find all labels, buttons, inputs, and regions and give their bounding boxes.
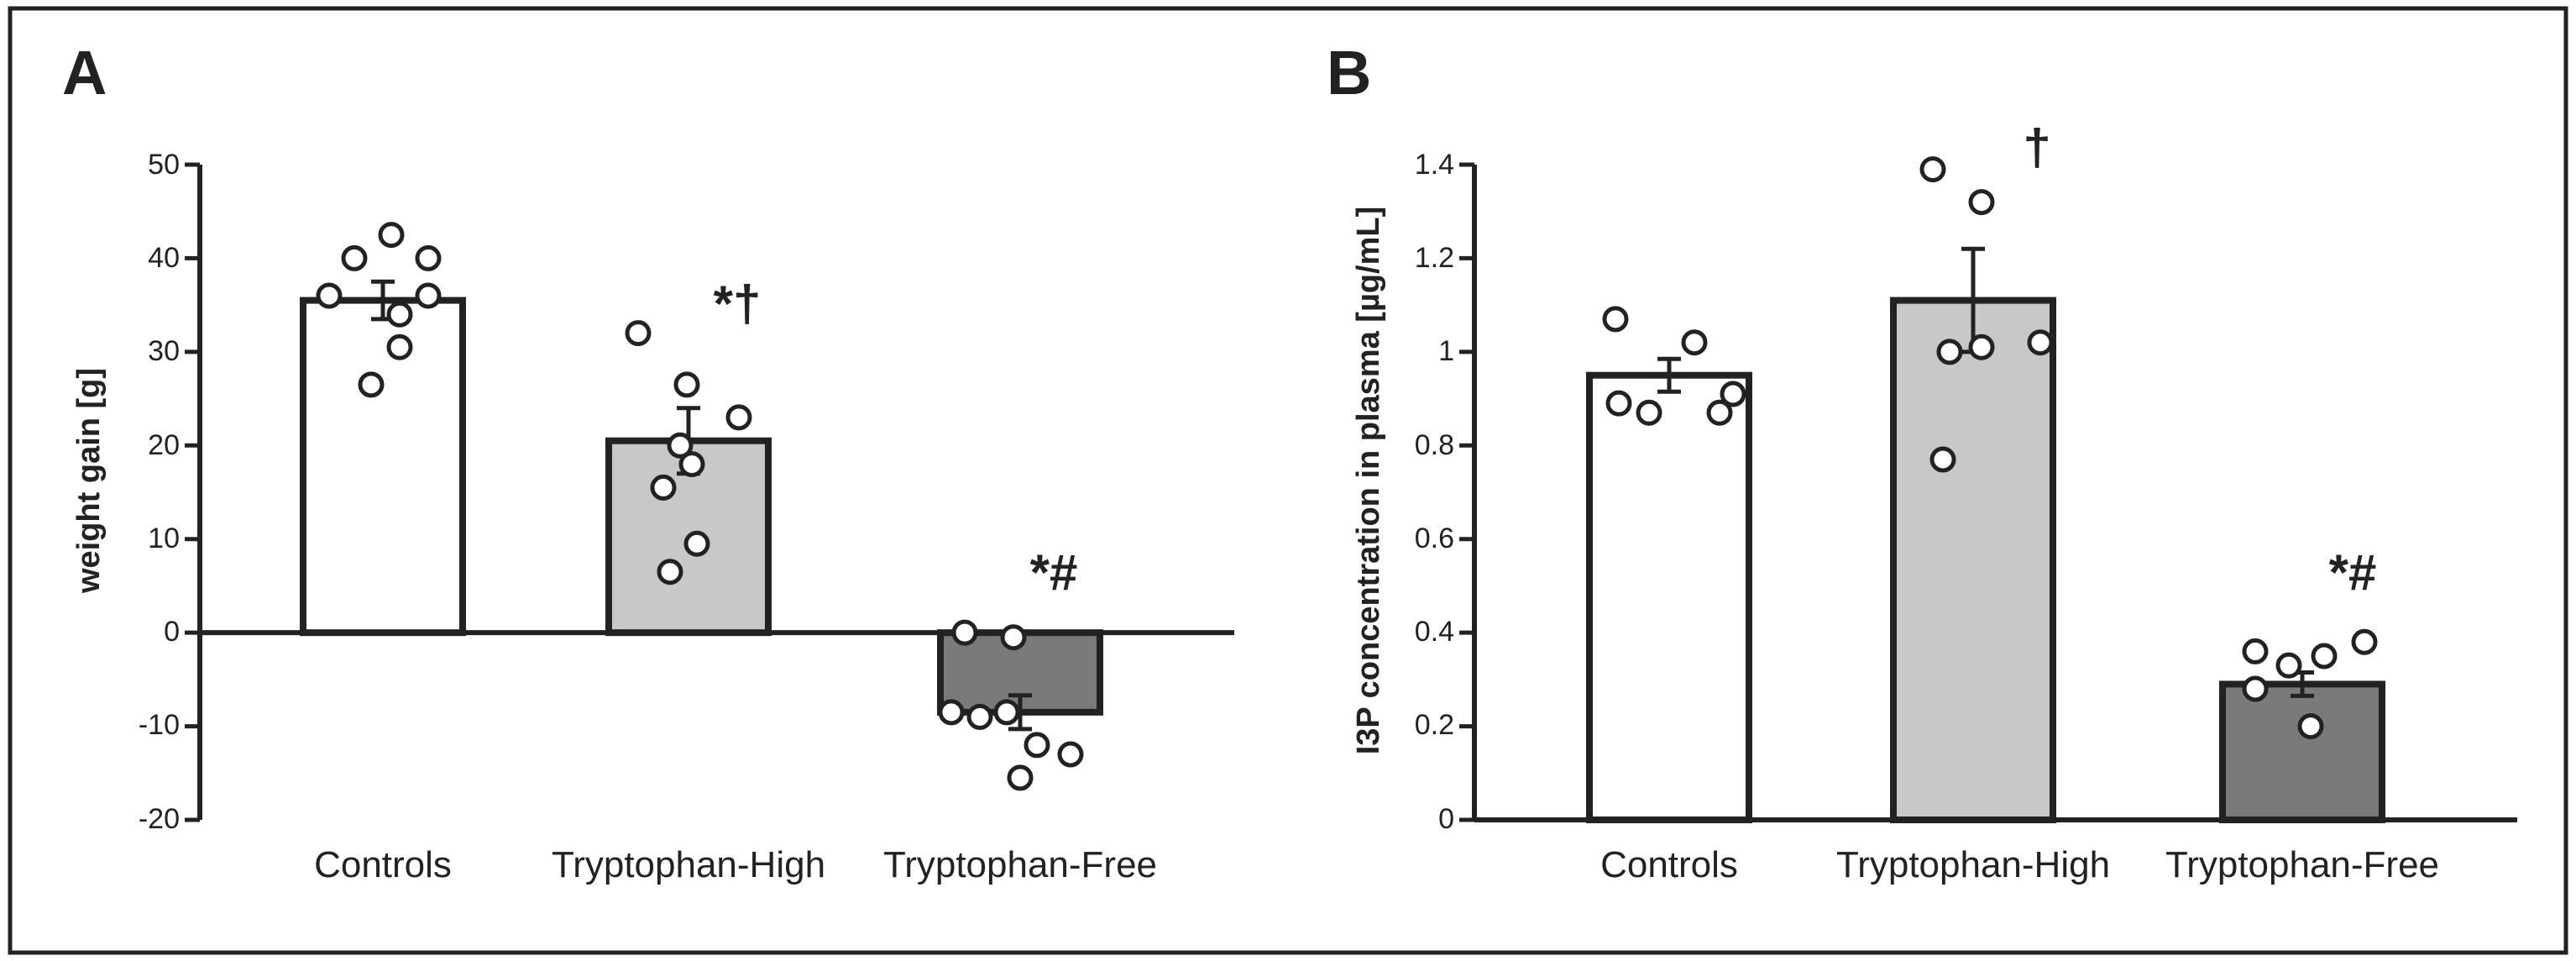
panel-b-ytick-label: 0.2	[1415, 709, 1454, 741]
panel-a-data-point	[683, 530, 710, 557]
panel-a-data-point	[725, 404, 752, 431]
panel-b-data-point	[1636, 399, 1662, 426]
panel-b-data-point	[1929, 446, 1956, 473]
panel-b-data-point	[2351, 628, 2378, 655]
panel-b-bar	[1890, 297, 2056, 824]
panel-a-data-point	[341, 244, 368, 271]
panel-a-ytick-label: -10	[139, 709, 180, 741]
panel-b-category-label: Tryptophan-High	[1836, 844, 2110, 885]
panel-a-significance-label: *#	[1030, 544, 1078, 601]
panel-a-ytick-label: -20	[139, 803, 180, 835]
panel-b: I3P concentration in plasma [µg/mL] 0 0.…	[1351, 119, 2517, 885]
panel-b-ytick-label: 1	[1438, 335, 1454, 367]
panel-b-ytick-label: 1.4	[1415, 149, 1454, 181]
panel-letter-b: B	[1327, 38, 1371, 108]
panel-b-data-point	[1602, 306, 1629, 333]
panel-a-data-point	[386, 333, 413, 360]
panel-b-data-point	[2311, 643, 2338, 670]
panel-b-data-point	[1968, 189, 1995, 216]
panel-b-data-point	[2275, 652, 2302, 679]
panel-a-data-point	[1057, 741, 1084, 768]
panel-a-ytick-label: 20	[148, 429, 180, 461]
panel-b-data-point	[1681, 329, 1708, 356]
panel-a-data-point	[951, 619, 978, 646]
panel-a-ytick-label: 50	[148, 149, 180, 181]
panel-b-data-point	[1968, 333, 1995, 360]
panel-b-data-point	[1605, 390, 1632, 417]
panel-b-data-point	[2242, 675, 2269, 702]
panel-a-data-point	[966, 703, 993, 730]
panel-b-data-point	[2297, 713, 2324, 740]
panel-a-data-point	[1000, 624, 1027, 651]
panel-b-bar	[1586, 371, 1752, 823]
panel-a-ytick-label: 0	[164, 616, 180, 648]
panel-b-bar	[2219, 680, 2385, 824]
panel-a-ytick-label: 30	[148, 335, 180, 367]
panel-a: weight gain [g] -20 -10 0 10 20 30 40 50…	[71, 149, 1234, 885]
panel-a-data-point	[1024, 732, 1050, 759]
panel-a-y-axis-label: weight gain [g]	[71, 368, 107, 594]
panel-a-category-label: Tryptophan-Free	[883, 844, 1157, 885]
panel-b-data-point	[2242, 638, 2269, 664]
panel-b-data-point	[1919, 156, 1946, 183]
panel-b-data-point	[2027, 329, 2054, 356]
panel-a-bar	[300, 297, 466, 637]
panel-b-data-point	[1720, 381, 1746, 407]
panel-a-category-label: Tryptophan-High	[552, 844, 825, 885]
panel-a-ytick-label: 40	[148, 242, 180, 274]
panel-a-data-point	[386, 301, 413, 328]
panel-a-ytick-label: 10	[148, 523, 180, 554]
panel-a-data-point	[993, 699, 1020, 726]
panel-b-significance-label: †	[2023, 119, 2050, 176]
panel-a-data-point	[415, 244, 442, 271]
panel-b-data-point	[1936, 339, 1963, 365]
panel-b-y-ticks: 0 0.2 0.4 0.6 0.8 1 1.2 1.4	[1415, 149, 1454, 835]
panel-a-data-point	[938, 699, 965, 726]
panel-a-data-point	[657, 559, 683, 586]
panel-b-significance-label: *#	[2329, 544, 2377, 601]
panel-a-significance-label: *†	[714, 276, 762, 332]
panel-b-category-label: Controls	[1600, 844, 1738, 885]
panel-a-data-point	[358, 371, 385, 398]
panel-b-ytick-label: 0.8	[1415, 429, 1454, 461]
panel-a-data-point	[1007, 764, 1034, 791]
panel-b-ytick-label: 1.2	[1415, 242, 1454, 274]
panel-a-data-point	[625, 320, 652, 347]
panel-b-data-point	[1706, 399, 1733, 426]
panel-b-ytick-label: 0.4	[1415, 616, 1454, 648]
panel-a-data-point	[378, 222, 405, 249]
panel-b-y-axis-label: I3P concentration in plasma [µg/mL]	[1351, 207, 1386, 755]
panel-a-data-point	[650, 474, 677, 501]
panel-b-ytick-label: 0.6	[1415, 523, 1454, 554]
panel-a-y-ticks: -20 -10 0 10 20 30 40 50	[139, 149, 180, 835]
panel-a-data-point	[316, 282, 343, 309]
panel-a-category-label: Controls	[314, 844, 452, 885]
panel-a-data-point	[415, 282, 442, 309]
panel-a-data-point	[667, 432, 694, 459]
panel-a-data-point	[678, 451, 705, 478]
panel-b-ytick-label: 0	[1438, 803, 1454, 835]
panel-a-data-point	[673, 371, 700, 398]
panel-b-category-label: Tryptophan-Free	[2165, 844, 2439, 885]
panel-letter-a: A	[62, 38, 107, 108]
